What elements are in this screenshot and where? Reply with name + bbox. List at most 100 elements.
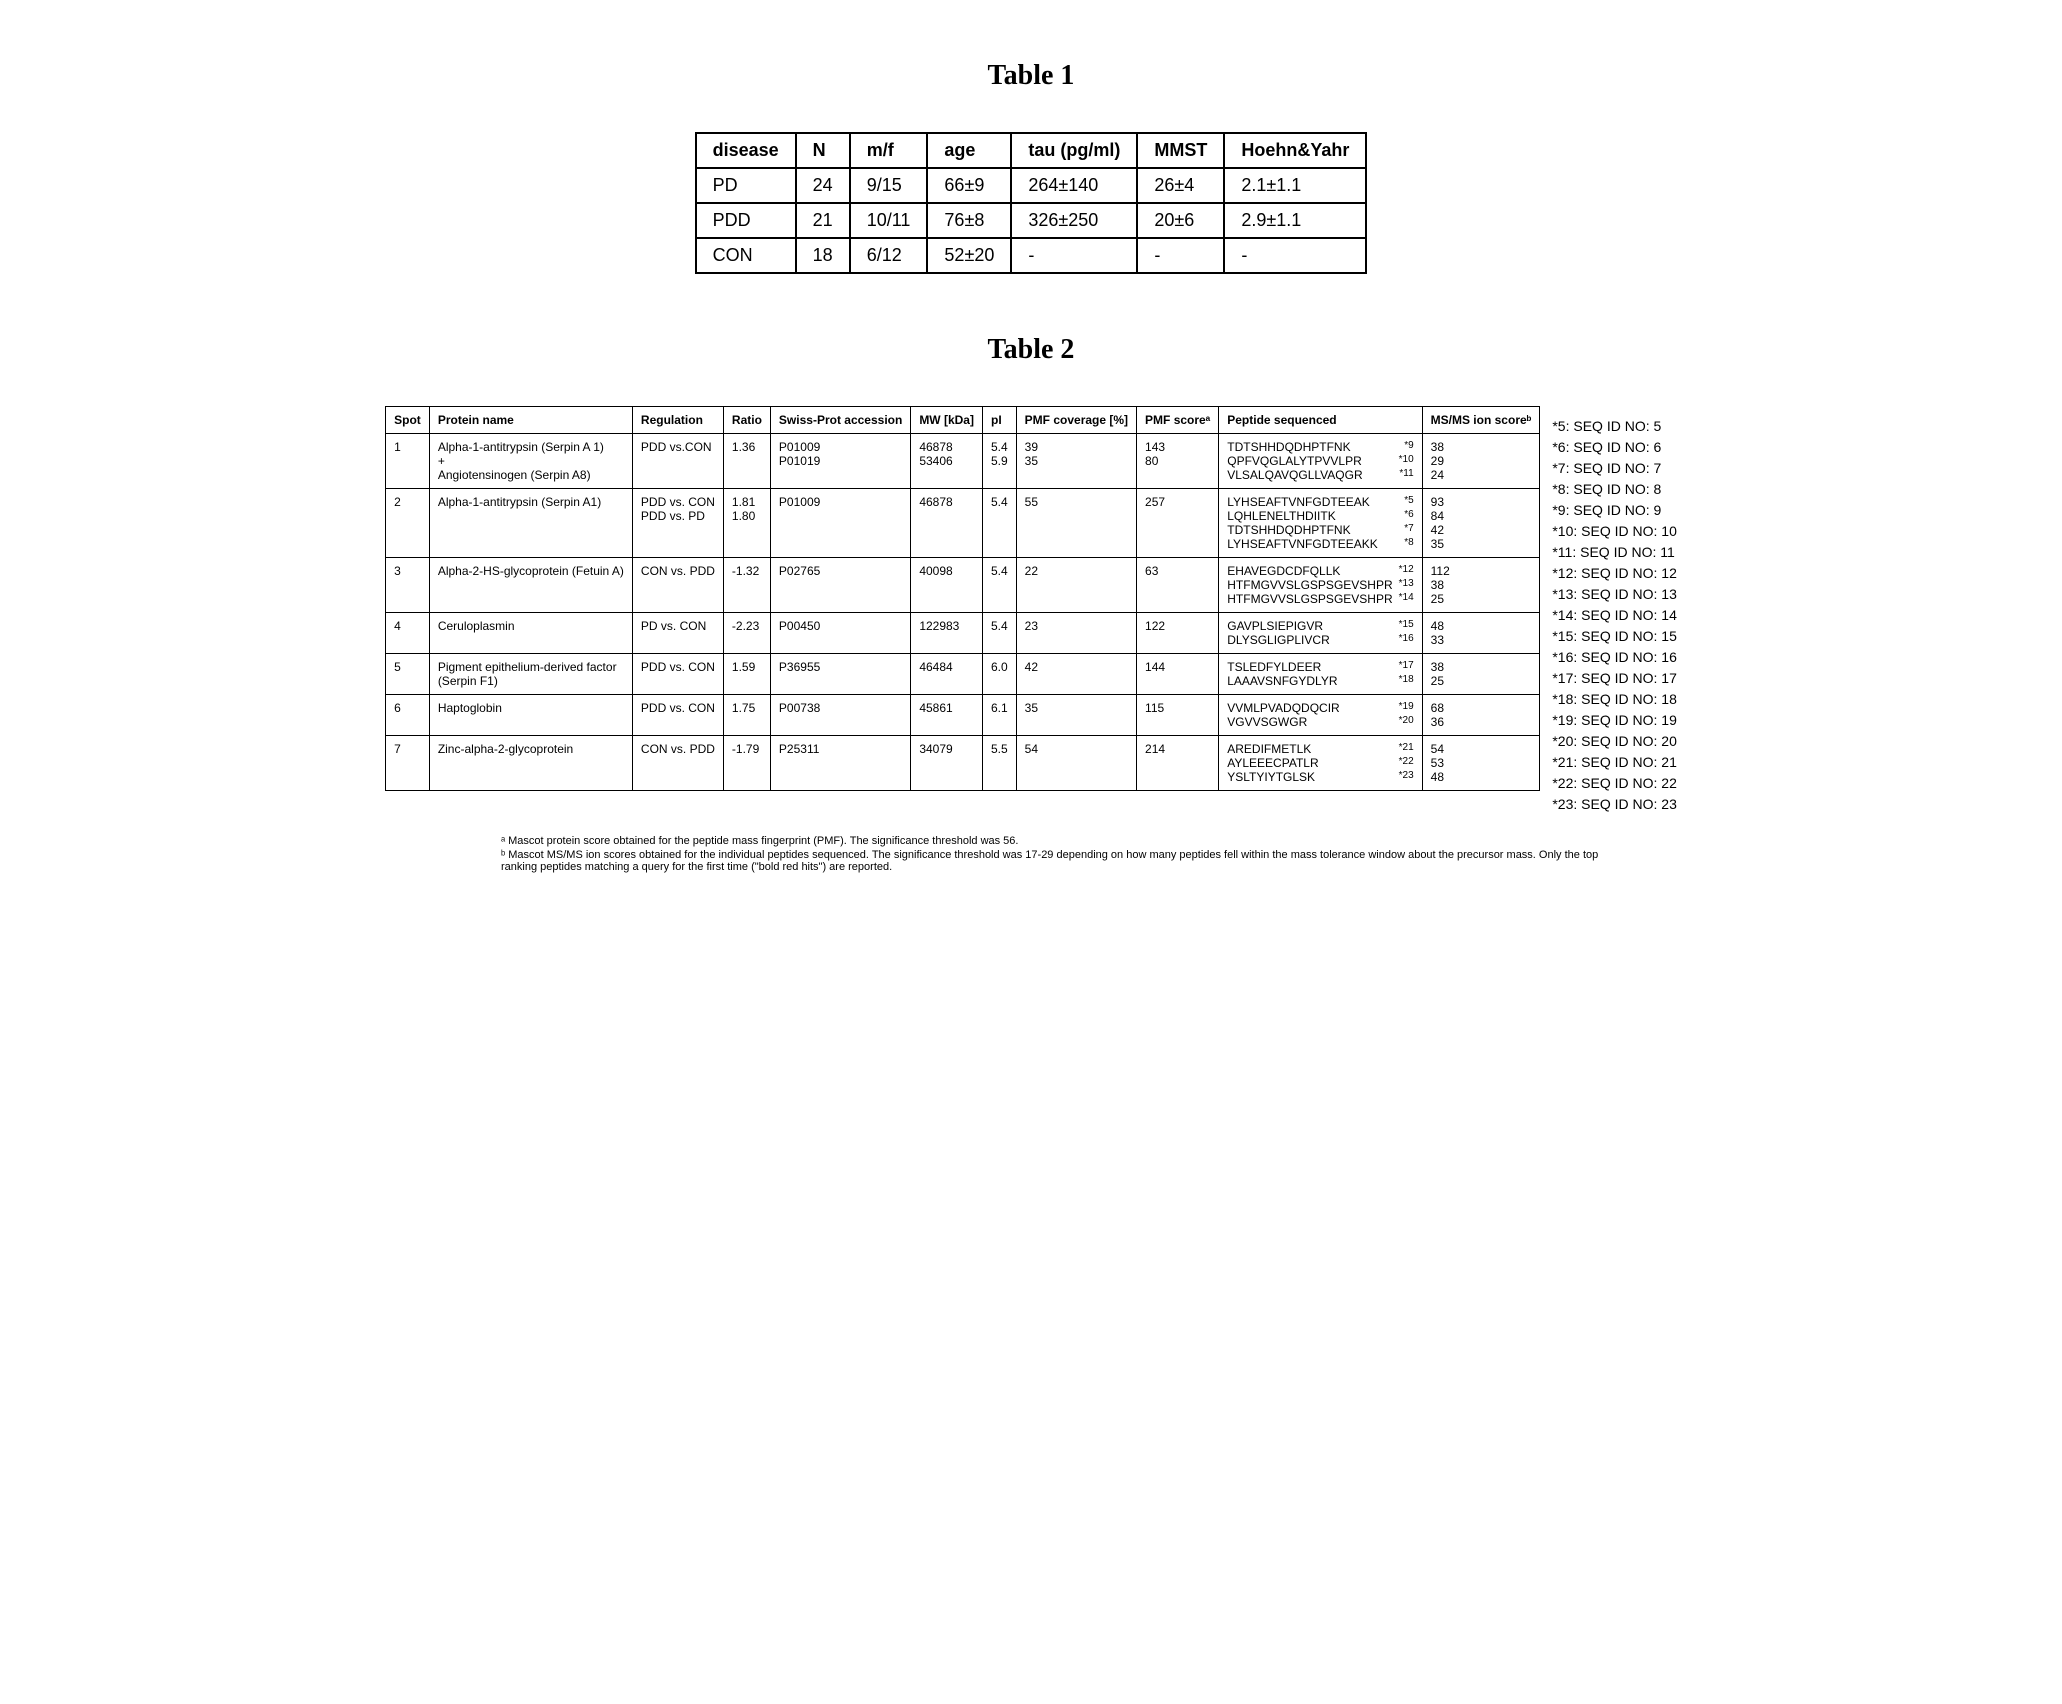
seq-legend-item: *13: SEQ ID NO: 13 xyxy=(1552,584,1677,605)
peptide-seq: VVMLPVADQDQCIR xyxy=(1227,701,1339,715)
peptide-cell: EHAVEGDCDFQLLK *12 HTFMGVVSLGSPSGEVSHPR *13… xyxy=(1219,558,1422,613)
table1: diseaseNm/fagetau (pg/ml)MMSTHoehn&Yahr … xyxy=(695,132,1368,274)
peptide-seq: AREDIFMETLK xyxy=(1227,742,1311,756)
table2-cell: P01009 P01019 xyxy=(770,434,910,489)
peptide-ref: *10 xyxy=(1399,454,1414,468)
table2-cell: 2 xyxy=(386,489,430,558)
peptide-ref: *19 xyxy=(1399,701,1414,715)
table1-cell: - xyxy=(1137,238,1224,273)
seq-legend-item: *22: SEQ ID NO: 22 xyxy=(1552,773,1677,794)
table2-cell: PDD vs. CON PDD vs. PD xyxy=(632,489,723,558)
peptide-seq: TDTSHHDQDHPTFNK xyxy=(1227,440,1350,454)
table2-cell: PDD vs. CON xyxy=(632,695,723,736)
peptide-ref: *11 xyxy=(1399,468,1413,482)
table2-cell: Ceruloplasmin xyxy=(429,613,632,654)
table2-cell: 1.81 1.80 xyxy=(723,489,770,558)
table2-cell: -2.23 xyxy=(723,613,770,654)
table2-cell: P36955 xyxy=(770,654,910,695)
table-row: PD249/1566±9264±14026±42.1±1.1 xyxy=(696,168,1367,203)
table2-cell: 22 xyxy=(1016,558,1136,613)
seq-legend-item: *12: SEQ ID NO: 12 xyxy=(1552,563,1677,584)
table2-header: PMF scoreᵃ xyxy=(1137,407,1219,434)
table2-header: MW [kDa] xyxy=(911,407,983,434)
footnote-a: ᵃ Mascot protein score obtained for the … xyxy=(501,835,1601,847)
seq-legend-item: *18: SEQ ID NO: 18 xyxy=(1552,689,1677,710)
peptide-seq: LAAAVSNFGYDLYR xyxy=(1227,674,1337,688)
table2-cell: -1.32 xyxy=(723,558,770,613)
seq-legend-item: *15: SEQ ID NO: 15 xyxy=(1552,626,1677,647)
table2-cell: 63 xyxy=(1137,558,1219,613)
table2: SpotProtein nameRegulationRatioSwiss-Pro… xyxy=(385,406,1540,791)
table2-cell: 1.36 xyxy=(723,434,770,489)
table2-cell: Haptoglobin xyxy=(429,695,632,736)
table1-cell: 26±4 xyxy=(1137,168,1224,203)
table2-header: Peptide sequenced xyxy=(1219,407,1422,434)
table2-cell: 214 xyxy=(1137,736,1219,791)
table2-cell: PDD vs.CON xyxy=(632,434,723,489)
table1-cell: 2.1±1.1 xyxy=(1224,168,1366,203)
peptide-cell: AREDIFMETLK*21AYLEEECPATLR*22YSLTYIYTGLS… xyxy=(1219,736,1422,791)
seq-legend-item: *5: SEQ ID NO: 5 xyxy=(1552,416,1677,437)
peptide-ref: *22 xyxy=(1399,756,1414,770)
table2-cell: 1 xyxy=(386,434,430,489)
table2-cell: 122 xyxy=(1137,613,1219,654)
table2-cell: 6 xyxy=(386,695,430,736)
table2-cell: 46878 53406 xyxy=(911,434,983,489)
table2-cell: 23 xyxy=(1016,613,1136,654)
table2-cell: PD vs. CON xyxy=(632,613,723,654)
table-row: 5Pigment epithelium-derived factor (Serp… xyxy=(386,654,1540,695)
seq-legend-item: *7: SEQ ID NO: 7 xyxy=(1552,458,1677,479)
peptide-seq: HTFMGVVSLGSPSGEVSHPR xyxy=(1227,578,1392,592)
peptide-seq: YSLTYIYTGLSK xyxy=(1227,770,1315,784)
table2-title: Table 2 xyxy=(60,334,2002,366)
table2-cell: 4 xyxy=(386,613,430,654)
table2-header: MS/MS ion scoreᵇ xyxy=(1422,407,1540,434)
peptide-seq: EHAVEGDCDFQLLK xyxy=(1227,564,1340,578)
seq-legend-item: *14: SEQ ID NO: 14 xyxy=(1552,605,1677,626)
table1-header: age xyxy=(927,133,1011,168)
footnote-b: ᵇ Mascot MS/MS ion scores obtained for t… xyxy=(501,849,1601,873)
table2-cell: 122983 xyxy=(911,613,983,654)
peptide-cell: TDTSHHDQDHPTFNK*9QPFVQGLALYTPVVLPR*10VLS… xyxy=(1219,434,1422,489)
table2-cell: 35 xyxy=(1016,695,1136,736)
peptide-seq: VLSALQAVQGLLVAQGR xyxy=(1227,468,1362,482)
seq-legend-item: *21: SEQ ID NO: 21 xyxy=(1552,752,1677,773)
peptide-ref: *15 xyxy=(1399,619,1414,633)
table1-cell: 20±6 xyxy=(1137,203,1224,238)
table2-cell: 55 xyxy=(1016,489,1136,558)
peptide-ref: *17 xyxy=(1399,660,1414,674)
seq-legend-item: *19: SEQ ID NO: 19 xyxy=(1552,710,1677,731)
seq-legend-item: *9: SEQ ID NO: 9 xyxy=(1552,500,1677,521)
table2-cell: 5.4 5.9 xyxy=(982,434,1016,489)
table2-header: Ratio xyxy=(723,407,770,434)
peptide-ref: *5 xyxy=(1404,495,1413,509)
peptide-seq: TDTSHHDQDHPTFNK xyxy=(1227,523,1350,537)
seq-legend-item: *10: SEQ ID NO: 10 xyxy=(1552,521,1677,542)
table1-cell: 2.9±1.1 xyxy=(1224,203,1366,238)
table1-cell: 66±9 xyxy=(927,168,1011,203)
table2-cell: 143 80 xyxy=(1137,434,1219,489)
peptide-ref: *9 xyxy=(1404,440,1413,454)
table2-cell: Alpha-1-antitrypsin (Serpin A1) xyxy=(429,489,632,558)
table1-cell: 18 xyxy=(796,238,850,273)
peptide-cell: TSLEDFYLDEER*17LAAAVSNFGYDLYR*18 xyxy=(1219,654,1422,695)
table1-header: Hoehn&Yahr xyxy=(1224,133,1366,168)
peptide-ref: *12 xyxy=(1399,564,1414,578)
msms-score-cell: 38 29 24 xyxy=(1422,434,1540,489)
table1-cell: 10/11 xyxy=(850,203,928,238)
table1-header: N xyxy=(796,133,850,168)
table2-cell: 257 xyxy=(1137,489,1219,558)
peptide-seq: TSLEDFYLDEER xyxy=(1227,660,1321,674)
table1-cell: 76±8 xyxy=(927,203,1011,238)
seq-legend-item: *16: SEQ ID NO: 16 xyxy=(1552,647,1677,668)
peptide-cell: LYHSEAFTVNFGDTEEAK*5LQHLENELTHDIITK*6TDT… xyxy=(1219,489,1422,558)
peptide-seq: VGVVSGWGR xyxy=(1227,715,1307,729)
table2-cell: 1.59 xyxy=(723,654,770,695)
footnotes: ᵃ Mascot protein score obtained for the … xyxy=(461,835,1601,873)
table2-header: PMF coverage [%] xyxy=(1016,407,1136,434)
table2-header: Spot xyxy=(386,407,430,434)
peptide-seq: AYLEEECPATLR xyxy=(1227,756,1318,770)
peptide-seq: DLYSGLIGPLIVCR xyxy=(1227,633,1329,647)
msms-score-cell: 93 84 42 35 xyxy=(1422,489,1540,558)
peptide-ref: *13 xyxy=(1399,578,1414,592)
